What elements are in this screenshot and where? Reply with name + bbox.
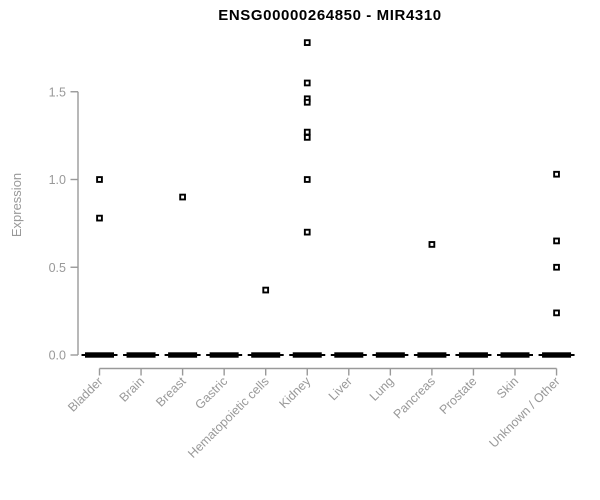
y-axis-title: Expression	[9, 173, 24, 237]
box-zero-bar	[85, 352, 114, 358]
outlier-point	[303, 39, 311, 46]
x-tick-label: Unknown / Other	[486, 374, 562, 450]
box-zero-bar	[251, 352, 281, 358]
outlier-point	[553, 170, 560, 178]
x-tick-label: Liver	[326, 374, 355, 403]
x-tick-label: Hematopoietic cells	[185, 374, 272, 461]
y-tick-label: 1.0	[49, 173, 66, 187]
outlier-point	[553, 309, 560, 317]
y-tick-label: 0.0	[49, 349, 66, 363]
x-tick-label: Kidney	[276, 374, 313, 411]
x-tick-label: Skin	[494, 374, 521, 401]
outlier-point	[303, 128, 311, 136]
x-tick-label: Gastric	[192, 374, 230, 412]
box-zero-bar	[126, 352, 156, 358]
outlier-point	[553, 237, 560, 245]
x-tick-label: Brain	[117, 374, 148, 405]
box-zero-bar	[168, 352, 198, 358]
box-zero-bar	[209, 352, 239, 358]
box-zero-bar	[458, 352, 488, 358]
box-zero-bar	[334, 352, 364, 358]
x-tick-label: Pancreas	[391, 374, 438, 421]
box-zero-bar	[375, 352, 405, 358]
box-zero-bar	[500, 352, 530, 358]
outlier-point	[303, 134, 311, 141]
outlier-point	[303, 79, 311, 87]
outlier-point	[303, 176, 311, 183]
x-tick-label: Lung	[367, 374, 397, 404]
box-zero-bar	[542, 352, 572, 358]
outlier-point	[428, 241, 436, 248]
box-zero-bar	[292, 352, 322, 358]
outlier-point	[553, 263, 560, 271]
box-zero-bar	[417, 352, 447, 358]
x-tick-label: Prostate	[437, 374, 480, 417]
outlier-point	[96, 214, 103, 222]
outlier-point	[179, 193, 186, 201]
outlier-point	[96, 176, 103, 183]
y-tick-label: 0.5	[49, 261, 66, 275]
outlier-point	[262, 286, 270, 294]
x-tick-label: Bladder	[65, 374, 105, 414]
outlier-point	[303, 228, 311, 236]
x-tick-label: Breast	[153, 374, 189, 410]
y-tick-label: 1.5	[49, 85, 66, 99]
outlier-point	[303, 98, 311, 106]
chart-title: ENSG00000264850 - MIR4310	[218, 7, 442, 24]
